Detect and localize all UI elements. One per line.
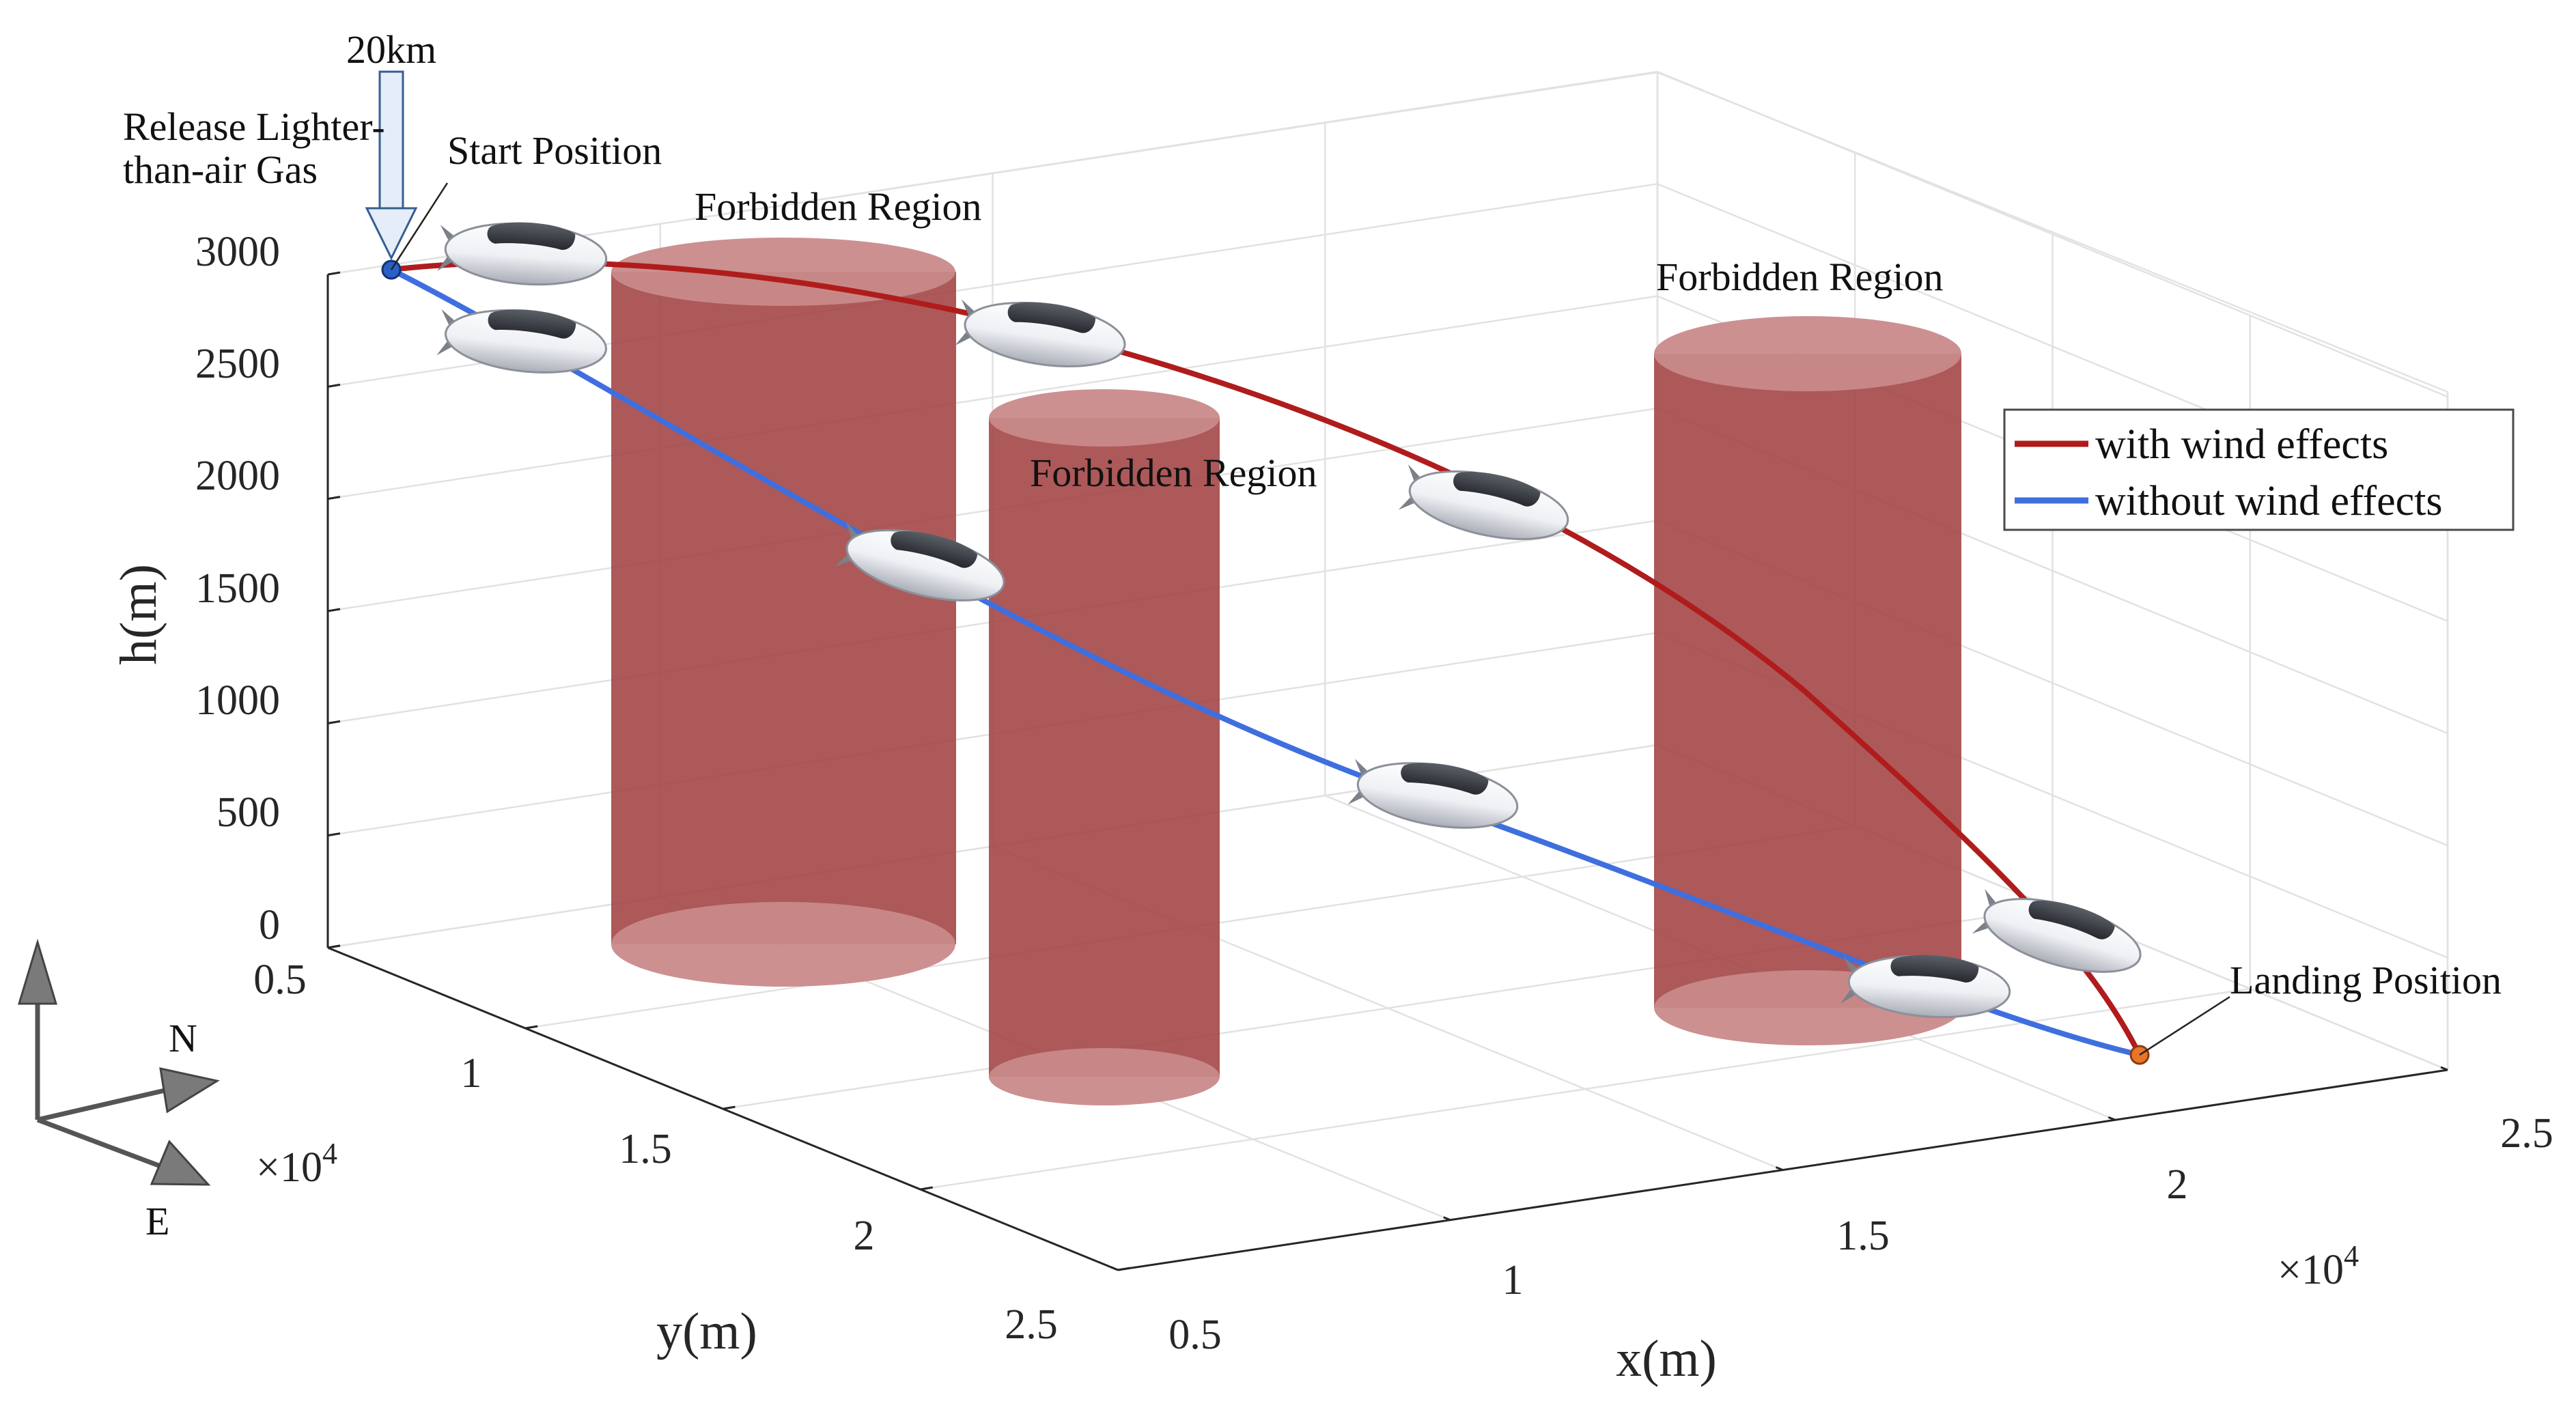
x-tick-label: 1.5 — [1836, 1213, 1890, 1259]
airship-icon — [435, 215, 610, 291]
x-tick-labels: 0.5 1 1.5 2 2.5 — [1168, 1110, 2553, 1358]
z-axis-label: h(m) — [110, 564, 167, 665]
x-tick-label: 1 — [1502, 1257, 1524, 1303]
z-tick-mark — [327, 271, 341, 276]
legend: with wind effects without wind effects — [2003, 408, 2515, 531]
legend-entry-without-wind: without wind effects — [2095, 478, 2443, 524]
y-tick-mark — [1117, 1267, 1131, 1271]
release-label-line1: Release Lighter- — [123, 104, 385, 149]
north-arrow-icon — [159, 1067, 220, 1114]
x-tick-mark — [1110, 1266, 1119, 1271]
altitude-label: 20km — [346, 27, 436, 72]
x-tick-mark — [1443, 1216, 1451, 1222]
z-tick-label: 500 — [216, 789, 280, 836]
z-tick-label: 1500 — [195, 565, 280, 612]
x-multiplier: ×104 — [2278, 1239, 2359, 1293]
x-tick-label: 2.5 — [2500, 1110, 2553, 1157]
y-tick-mark — [525, 1025, 538, 1030]
start-leader — [390, 182, 449, 270]
forbidden-region-1 — [611, 238, 956, 987]
compass-east-label: E — [145, 1199, 169, 1243]
legend-entry-with-wind: with wind effects — [2095, 421, 2388, 468]
z-tick-labels: 0 500 1000 1500 2000 2500 3000 — [195, 229, 280, 948]
z-tick-mark — [327, 832, 341, 837]
forbidden-label-2: Forbidden Region — [1030, 451, 1317, 495]
y-tick-labels: 0.5 1 1.5 2 2.5 — [253, 957, 1058, 1348]
z-tick-label: 0 — [259, 902, 280, 948]
y-tick-mark — [723, 1105, 736, 1110]
airship-icon — [953, 290, 1130, 377]
forbidden-label-3: Forbidden Region — [1656, 255, 1943, 299]
up-arrow-icon — [17, 938, 58, 1005]
forbidden-region-2 — [989, 389, 1220, 1105]
axis-lines — [326, 271, 2448, 1271]
landing-label: Landing Position — [2230, 958, 2502, 1002]
x-tick-label: 2 — [2167, 1161, 2188, 1208]
airship-icon — [1345, 749, 1524, 839]
airship-icon — [1969, 879, 2150, 988]
forbidden-label-1: Forbidden Region — [695, 184, 981, 229]
z-tick-label: 2000 — [195, 453, 280, 499]
release-arrow — [365, 70, 418, 261]
y-tick-label: 2.5 — [1005, 1301, 1058, 1348]
east-arrow-icon — [150, 1140, 211, 1186]
x-tick-mark — [2108, 1116, 2116, 1121]
z-tick-mark — [327, 608, 341, 612]
x-axis-label: x(m) — [1616, 1330, 1717, 1387]
z-tick-mark — [327, 496, 341, 500]
y-tick-label: 2 — [854, 1213, 875, 1259]
landing-leader — [2139, 996, 2230, 1056]
airship-icon — [1396, 455, 1576, 553]
start-label: Start Position — [447, 128, 662, 173]
z-tick-mark — [327, 383, 341, 388]
y-axis-label: y(m) — [656, 1303, 757, 1360]
compass-north-label: N — [169, 1016, 197, 1060]
forbidden-region-3 — [1654, 316, 1961, 1045]
airship-icon — [434, 300, 611, 381]
release-label-line2: than-air Gas — [123, 147, 318, 192]
y-multiplier: ×104 — [256, 1137, 337, 1191]
y-tick-label: 1 — [461, 1050, 482, 1097]
y-tick-mark — [327, 944, 341, 949]
z-tick-label: 3000 — [195, 229, 280, 275]
x-tick-mark — [2440, 1066, 2448, 1071]
z-tick-mark — [327, 720, 341, 724]
x-tick-label: 0.5 — [1168, 1312, 1222, 1358]
x-tick-mark — [1775, 1166, 1784, 1171]
y-tick-mark — [920, 1186, 933, 1191]
compass: N E — [17, 938, 220, 1243]
y-tick-label: 0.5 — [253, 957, 307, 1003]
z-tick-label: 2500 — [195, 341, 280, 387]
z-tick-label: 1000 — [195, 677, 280, 724]
y-tick-label: 1.5 — [619, 1126, 672, 1172]
